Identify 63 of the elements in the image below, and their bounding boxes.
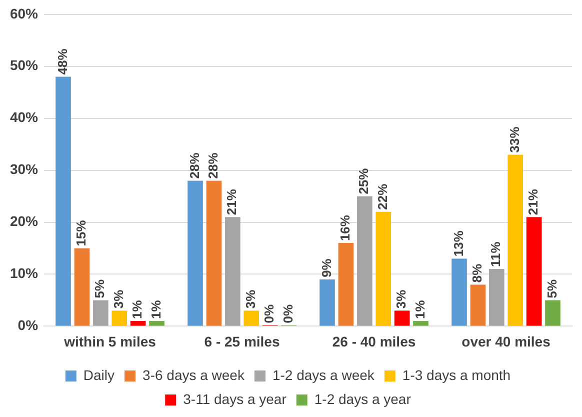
data-label: 0% <box>280 304 296 324</box>
data-label: 16% <box>338 214 353 242</box>
y-tick-label: 0% <box>18 317 39 334</box>
bar <box>224 217 240 326</box>
data-label: 13% <box>450 230 466 257</box>
data-label: 28% <box>186 152 202 179</box>
legend-label: 1-2 days a week <box>272 366 376 383</box>
data-label: 1% <box>148 300 164 320</box>
bar <box>488 269 504 326</box>
bar <box>356 196 372 326</box>
x-tick-label: within 5 miles <box>63 333 156 350</box>
data-label: 3% <box>110 289 126 309</box>
bar <box>188 180 203 326</box>
data-label: 1% <box>130 300 145 320</box>
data-label: 3% <box>394 289 409 309</box>
data-label: 9% <box>318 258 334 278</box>
y-tick-label: 10% <box>10 265 39 282</box>
data-label: 25% <box>356 168 372 194</box>
data-label: 21% <box>224 188 240 216</box>
data-label: 5% <box>544 278 560 298</box>
data-label: 22% <box>374 183 390 210</box>
bar <box>56 76 71 326</box>
legend-label: 3-11 days a year <box>183 390 287 407</box>
y-tick-label: 40% <box>10 109 39 126</box>
data-label: 28% <box>206 152 221 179</box>
data-label: 3% <box>242 289 258 309</box>
bar <box>452 258 467 326</box>
data-label: 1% <box>412 300 428 320</box>
y-tick-label: 20% <box>10 213 39 230</box>
legend-label: 3-6 days a week <box>142 366 246 383</box>
bar <box>206 180 222 326</box>
y-tick-label: 60% <box>10 5 39 22</box>
data-label: 5% <box>92 278 108 298</box>
x-tick-label: over 40 miles <box>462 333 551 350</box>
bar <box>508 154 524 326</box>
bar <box>112 310 128 326</box>
data-label: 48% <box>54 48 70 75</box>
bar <box>74 248 90 326</box>
bar <box>526 217 542 326</box>
bar <box>338 243 354 326</box>
legend-label: Daily <box>83 366 115 383</box>
data-label: 8% <box>470 263 485 283</box>
bar <box>394 310 410 326</box>
y-tick-label: 30% <box>10 161 39 178</box>
legend-label: 1-2 days a year <box>314 390 412 407</box>
data-label: 33% <box>506 126 522 153</box>
x-tick-label: 26 - 40 miles <box>332 333 416 350</box>
data-label: 0% <box>262 304 277 324</box>
legend-label: 1-3 days a month <box>402 366 511 383</box>
bar <box>244 310 260 326</box>
bar <box>320 279 335 326</box>
bar <box>470 284 486 326</box>
bar <box>376 212 392 326</box>
bar <box>93 300 108 326</box>
x-tick-label: 6 - 25 miles <box>204 333 280 350</box>
data-label: 21% <box>526 188 541 216</box>
bar <box>149 321 164 326</box>
data-label: 15% <box>74 220 89 246</box>
bar <box>130 321 146 326</box>
y-tick-label: 50% <box>10 57 39 74</box>
data-label: 11% <box>488 241 504 268</box>
bar <box>545 300 560 326</box>
bar <box>413 321 428 326</box>
